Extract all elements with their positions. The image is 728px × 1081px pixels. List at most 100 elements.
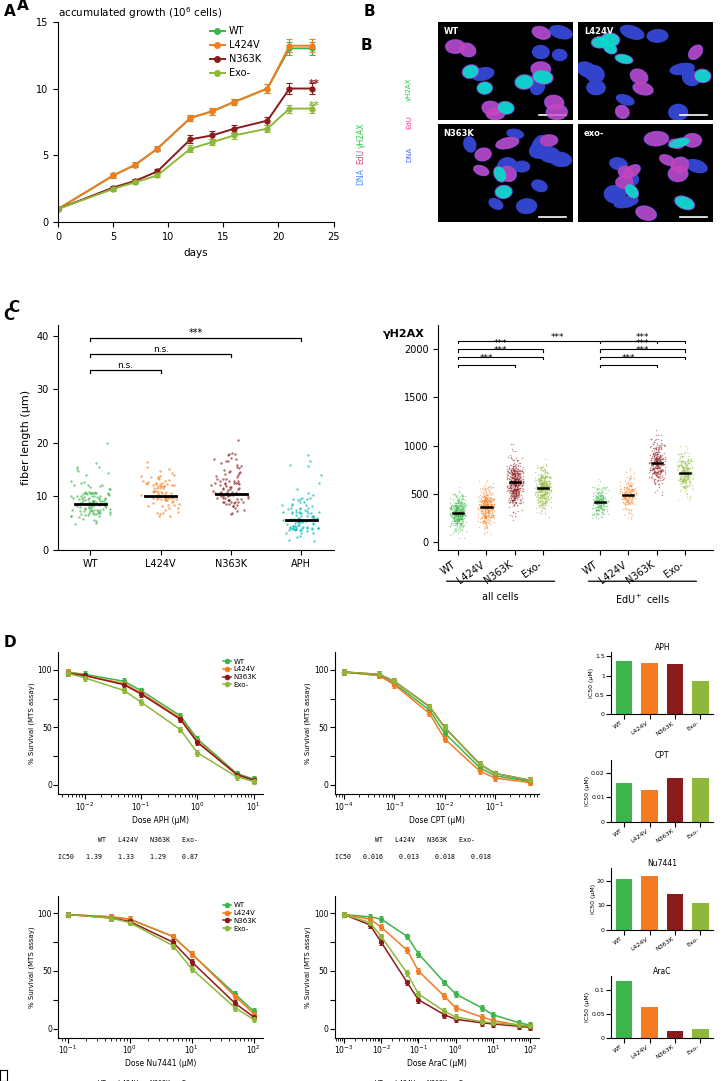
Point — [673, 457, 684, 475]
Point — [513, 457, 524, 475]
Point — [75, 505, 87, 522]
Point — [485, 501, 496, 518]
Point — [646, 459, 658, 477]
Point — [649, 450, 661, 467]
Point — [646, 468, 657, 485]
Point — [452, 511, 464, 529]
Point — [651, 465, 662, 482]
Point — [625, 481, 637, 498]
Text: IC50   0.016    0.013    0.018    0.018: IC50 0.016 0.013 0.018 0.018 — [335, 854, 491, 859]
Point — [304, 452, 316, 469]
Point — [537, 482, 549, 499]
Point — [508, 464, 520, 481]
Ellipse shape — [495, 185, 513, 199]
Point — [510, 481, 522, 498]
Point — [459, 517, 470, 534]
Point — [87, 494, 98, 511]
Point — [541, 475, 553, 492]
Point — [596, 507, 607, 524]
Point — [510, 462, 521, 479]
Point — [620, 499, 631, 517]
Point — [507, 484, 518, 502]
Point — [456, 506, 468, 523]
Point — [452, 509, 464, 526]
Point — [511, 486, 523, 504]
Point — [511, 470, 523, 488]
Point — [542, 483, 553, 501]
Point — [517, 493, 529, 510]
Point — [652, 457, 663, 475]
Point — [591, 484, 603, 502]
Point — [505, 446, 516, 464]
Point — [504, 492, 515, 509]
Point — [454, 515, 466, 532]
Point — [539, 477, 551, 494]
Point — [590, 491, 602, 508]
Point — [450, 506, 462, 523]
Point — [674, 452, 686, 469]
Point — [649, 446, 661, 464]
Point — [505, 476, 517, 493]
Text: ***: *** — [189, 328, 203, 337]
Ellipse shape — [463, 65, 478, 78]
Ellipse shape — [550, 26, 572, 39]
Point — [505, 467, 516, 484]
Point — [479, 517, 491, 534]
Point — [536, 473, 547, 491]
Point — [505, 484, 517, 502]
Point — [507, 475, 518, 492]
Point — [508, 480, 520, 497]
Point — [71, 461, 83, 478]
Point — [681, 437, 692, 454]
Point — [509, 481, 521, 498]
Point — [475, 503, 487, 520]
Point — [513, 479, 525, 496]
Point — [542, 480, 554, 497]
Point — [538, 484, 550, 502]
Point — [444, 505, 456, 522]
Point — [312, 519, 324, 536]
Point — [485, 498, 496, 516]
Point — [445, 507, 456, 524]
Point — [624, 502, 636, 519]
Point — [504, 473, 515, 491]
Point — [592, 497, 604, 515]
Point — [539, 468, 550, 485]
Ellipse shape — [660, 155, 675, 165]
Text: A: A — [4, 4, 15, 19]
Point — [654, 438, 666, 455]
Point — [517, 483, 529, 501]
Point — [481, 495, 493, 512]
Point — [534, 480, 545, 497]
Point — [483, 503, 494, 520]
Point — [617, 490, 628, 507]
Point — [512, 503, 523, 520]
Point — [531, 499, 542, 517]
Point — [619, 496, 630, 513]
Ellipse shape — [617, 95, 634, 105]
Point — [506, 472, 518, 490]
Ellipse shape — [478, 83, 491, 93]
Bar — [667, 894, 684, 930]
Point — [306, 497, 318, 515]
Point — [656, 436, 668, 453]
Point — [614, 478, 626, 495]
Point — [655, 454, 667, 471]
Point — [480, 491, 491, 508]
Ellipse shape — [487, 108, 505, 120]
Point — [650, 452, 662, 469]
Point — [507, 462, 519, 479]
Point — [620, 493, 632, 510]
Point — [596, 492, 607, 509]
Point — [507, 494, 519, 511]
Point — [678, 471, 689, 489]
Point — [649, 473, 660, 491]
Point — [541, 468, 553, 485]
Point — [534, 461, 545, 478]
Point — [507, 450, 518, 467]
Point — [486, 497, 497, 515]
Point — [650, 449, 662, 466]
Point — [448, 512, 459, 530]
Point — [655, 462, 667, 479]
Point — [477, 515, 488, 532]
